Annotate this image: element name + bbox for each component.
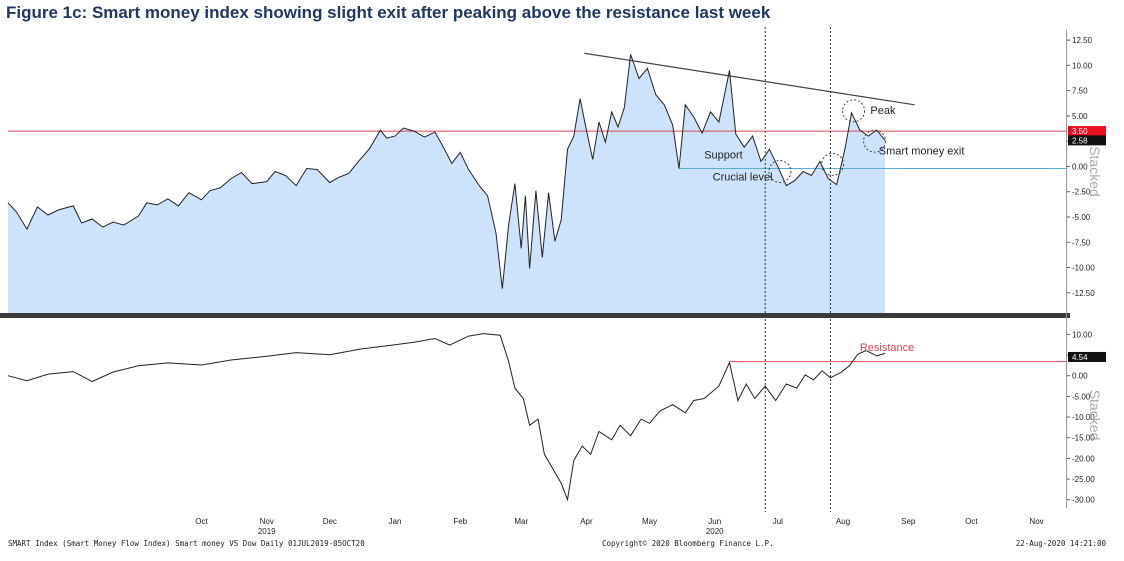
y-tick-label: -5.00 [1072,213,1091,222]
y-tick-label: -25.00 [1072,475,1095,484]
highlight-circle-3 [768,160,792,183]
annotation-peak: Peak [870,105,896,117]
annotation-crucial-level: Crucial level [713,172,773,184]
value-badge-label: 3.50 [1072,127,1088,136]
x-tick-label: Jul [773,517,783,526]
value-badge-label: 2.58 [1072,136,1088,145]
y-tick-label: 10.00 [1072,330,1093,339]
y-tick-label: 12.50 [1072,36,1093,45]
y-tick-label: -7.50 [1072,238,1091,247]
y-tick-label: -30.00 [1072,496,1095,505]
x-tick-label: Aug [836,517,850,526]
y-tick-label: 5.00 [1072,112,1088,121]
y-tick-label: -20.00 [1072,454,1095,463]
x-tick-label: Dec [323,517,337,526]
value-badge [1068,351,1106,362]
x-tick-label: Jun [708,517,721,526]
x-tick-label: Sep [901,517,916,526]
y-tick-label: 7.50 [1072,87,1088,96]
x-axis: Oct Nov Dec Jan Feb Mar Apr May Jun Jul Aug Sep Oct N… [195,517,1043,536]
side-label-stacked: Stacked [1087,390,1103,441]
y-tick-label: -2.50 [1072,188,1091,197]
x-tick-label: Feb [453,517,467,526]
y-tick-label: -10.00 [1072,413,1095,422]
y-tick-label: -10.00 [1072,264,1095,273]
x-tick-label: Apr [580,517,593,526]
value-badge [1068,135,1106,146]
annotation-support: Support [704,149,743,161]
side-label-stacked: Stacked [1087,146,1103,197]
value-badge-label: 4.54 [1072,353,1088,362]
y-tick-label: 10.00 [1072,61,1093,70]
y-tick-label: 0.00 [1072,372,1088,381]
bottom-panel: Resistance10.005.000.00-5.00-10.00-15.00… [7,330,1106,505]
highlight-circle-1 [842,99,866,123]
annotation-resistance: Resistance [860,342,914,354]
footer-source: SMART Index (Smart Money Flow Index) Sma… [8,539,365,548]
x-year-label: 2019 [258,527,276,536]
x-tick-label: Nov [260,517,274,526]
value-badge [1068,126,1106,137]
y-axis-line [1066,30,1067,508]
series-area-fill [8,54,886,314]
x-tick-label: Jan [389,517,402,526]
series-line [7,54,886,289]
x-tick-label: Nov [1029,517,1043,526]
x-tick-label: Oct [965,517,978,526]
x-year-label: 2020 [706,527,724,536]
x-tick-label: Mar [514,517,528,526]
trend-line [584,52,915,106]
annotation-smart-money-exit: Smart money exit [879,145,965,157]
figure-title: Figure 1c: Smart money index showing sli… [6,3,771,22]
footer-copyright: Copyright© 2020 Bloomberg Finance L.P. [602,539,774,548]
y-tick-label: -5.00 [1072,392,1091,401]
y-tick-label: -15.00 [1072,434,1095,443]
x-tick-label: May [642,517,657,526]
top-panel: Peak Smart money exit Support Crucial level… [7,36,1106,314]
x-tick-label: Oct [195,517,208,526]
highlight-circle-4 [821,152,845,176]
y-tick-label: 0.00 [1072,162,1088,171]
panel-separator [0,313,1070,318]
y-tick-label: -12.50 [1072,289,1095,298]
series-line [7,333,886,502]
highlight-circle-2 [863,129,887,153]
footer-timestamp: 22-Aug-2020 14:21:00 [1015,539,1106,548]
